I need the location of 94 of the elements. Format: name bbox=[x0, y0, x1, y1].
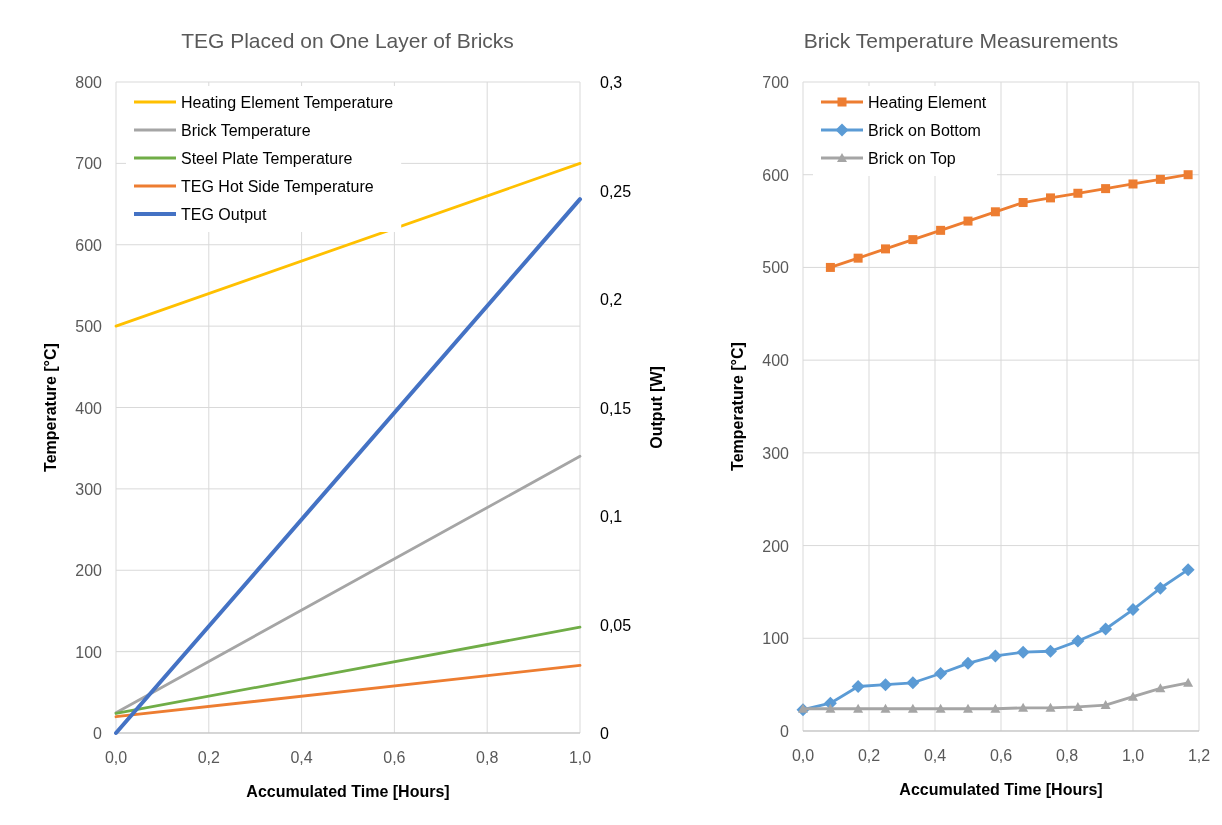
point bbox=[1046, 193, 1055, 203]
point bbox=[798, 703, 808, 713]
point bbox=[963, 703, 973, 713]
y-tick-label: 800 bbox=[75, 74, 103, 91]
x-axis-title: Accumulated Time [Hours] bbox=[246, 783, 450, 800]
y-tick-label: 200 bbox=[762, 537, 790, 555]
y2-tick-label: 0,25 bbox=[600, 182, 632, 200]
x-tick-label: 0,2 bbox=[197, 749, 221, 766]
y-tick-label: 700 bbox=[75, 155, 103, 173]
y2-tick-label: 0,3 bbox=[600, 74, 623, 91]
y-tick-label: 600 bbox=[762, 166, 790, 184]
y2-tick-label: 0,1 bbox=[600, 508, 623, 525]
y-tick-label: 0 bbox=[93, 725, 103, 742]
point bbox=[1018, 198, 1028, 208]
y2-tick-label: 0,15 bbox=[600, 399, 632, 417]
x-tick-label: 0,4 bbox=[923, 747, 947, 764]
point bbox=[936, 225, 946, 235]
legend-label: Brick on Top bbox=[868, 150, 956, 167]
y-tick-label: 400 bbox=[762, 352, 790, 370]
point bbox=[935, 703, 946, 713]
point bbox=[1183, 170, 1193, 180]
y-tick-label: 500 bbox=[75, 318, 103, 336]
point bbox=[1181, 563, 1195, 577]
point bbox=[961, 656, 975, 670]
chart-title: Brick Temperature Measurements bbox=[803, 29, 1119, 52]
x-tick-label: 1,2 bbox=[1187, 747, 1211, 764]
x-tick-label: 0,0 bbox=[104, 749, 128, 766]
legend-label: TEG Output bbox=[181, 206, 267, 223]
chart-title: TEG Placed on One Layer of Bricks bbox=[181, 29, 514, 52]
point bbox=[1044, 644, 1057, 658]
point bbox=[907, 703, 918, 713]
point bbox=[1183, 677, 1194, 687]
x-tick-label: 0,4 bbox=[290, 749, 313, 766]
point bbox=[851, 680, 865, 693]
y-axis-title: Temperature [°C] bbox=[42, 343, 59, 472]
point bbox=[853, 703, 864, 713]
point bbox=[1126, 603, 1140, 617]
legend-label: Brick Temperature bbox=[181, 122, 311, 139]
point bbox=[853, 253, 863, 263]
point bbox=[1071, 634, 1085, 648]
y-tick-label: 0 bbox=[780, 723, 790, 740]
x-tick-label: 0,8 bbox=[476, 749, 499, 766]
point bbox=[988, 649, 1002, 663]
y2-tick-label: 0,05 bbox=[600, 616, 632, 634]
point bbox=[1099, 622, 1113, 636]
point bbox=[1101, 184, 1111, 194]
point bbox=[963, 216, 973, 226]
x-tick-label: 0,0 bbox=[791, 747, 815, 764]
legend-label: Brick on Bottom bbox=[868, 122, 981, 139]
point bbox=[880, 703, 891, 713]
point bbox=[990, 207, 1000, 217]
y2-axis-title: Output [W] bbox=[648, 366, 665, 449]
legend-label: Steel Plate Temperature bbox=[181, 150, 353, 167]
y-tick-label: 500 bbox=[762, 259, 790, 277]
x-tick-label: 1,0 bbox=[568, 749, 592, 766]
point bbox=[1045, 702, 1056, 712]
y-axis-title: Temperature [°C] bbox=[729, 342, 746, 471]
y2-tick-label: 0,2 bbox=[600, 291, 623, 308]
point bbox=[825, 703, 836, 713]
point bbox=[906, 676, 920, 690]
point bbox=[879, 678, 892, 692]
x-tick-label: 0,8 bbox=[1055, 747, 1079, 764]
x-tick-label: 1,0 bbox=[1121, 747, 1145, 764]
x-axis-title: Accumulated Time [Hours] bbox=[899, 781, 1103, 798]
point bbox=[1155, 683, 1166, 693]
y-tick-label: 400 bbox=[75, 399, 103, 417]
point bbox=[1018, 702, 1029, 712]
x-tick-label: 0,2 bbox=[857, 747, 881, 764]
point bbox=[825, 262, 835, 272]
y-tick-label: 200 bbox=[75, 562, 103, 580]
y-tick-label: 100 bbox=[762, 630, 790, 648]
point bbox=[881, 244, 890, 254]
y-tick-label: 300 bbox=[762, 444, 790, 462]
point bbox=[1072, 701, 1083, 711]
point bbox=[1153, 581, 1167, 595]
x-tick-label: 0,6 bbox=[383, 749, 406, 766]
point bbox=[1073, 188, 1083, 198]
point bbox=[908, 235, 918, 245]
point bbox=[934, 667, 948, 681]
point bbox=[1128, 691, 1138, 701]
point bbox=[1155, 174, 1165, 184]
y2-tick-label: 0 bbox=[600, 725, 609, 742]
y-tick-label: 100 bbox=[75, 643, 103, 661]
point bbox=[1128, 179, 1138, 189]
y-tick-label: 300 bbox=[75, 480, 103, 498]
point bbox=[990, 703, 1001, 713]
legend-label: Heating Element bbox=[868, 94, 987, 111]
legend-label: TEG Hot Side Temperature bbox=[181, 178, 374, 195]
y-tick-label: 600 bbox=[75, 236, 103, 254]
point bbox=[1100, 700, 1111, 710]
y-tick-label: 700 bbox=[762, 74, 790, 91]
x-tick-label: 0,6 bbox=[989, 747, 1013, 764]
point bbox=[1016, 645, 1030, 659]
legend-label: Heating Element Temperature bbox=[181, 94, 394, 111]
